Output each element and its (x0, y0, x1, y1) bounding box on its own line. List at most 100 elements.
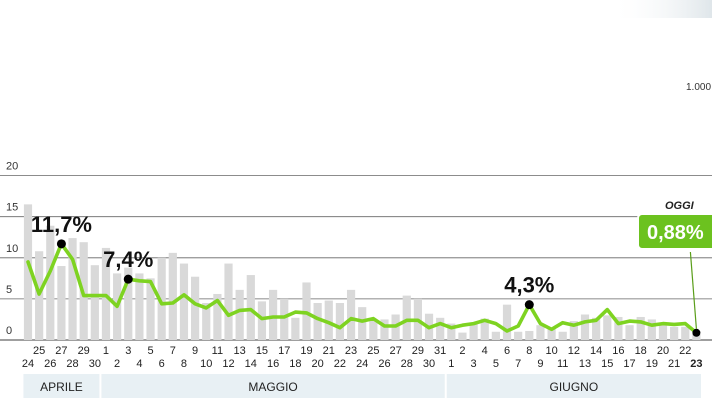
x-tick-label: 9 (192, 345, 198, 357)
x-axis-day-labels: 2425262728293012345678910111213141516171… (22, 345, 703, 370)
top-right-fade (610, 0, 712, 18)
bar (146, 278, 155, 340)
bar (536, 325, 545, 340)
y-tick-label: 15 (6, 202, 18, 214)
bar (202, 303, 211, 340)
x-tick-label: 2 (114, 358, 120, 370)
x-tick-label: 22 (679, 345, 691, 357)
bar (603, 315, 612, 340)
x-tick-label: 5 (147, 345, 153, 357)
x-tick-label: 3 (471, 358, 477, 370)
bar (469, 323, 478, 340)
annotations: 11,7% 7,4% 4,3% (31, 212, 554, 310)
x-tick-label: 8 (526, 345, 532, 357)
x-tick-label: 7 (170, 345, 176, 357)
annotation-dot (524, 300, 534, 310)
x-tick-label: 6 (159, 358, 165, 370)
annotation-dot (56, 239, 66, 249)
bar (23, 204, 33, 340)
x-tick-label: 9 (537, 358, 543, 370)
today-label: OGGI (665, 200, 695, 212)
bar (224, 263, 233, 340)
x-tick-label: 24 (22, 358, 34, 370)
x-tick-label: 1 (103, 345, 109, 357)
x-tick-label: 26 (44, 358, 56, 370)
bar (369, 319, 378, 340)
annotation-label: 11,7% (31, 212, 92, 237)
bar (525, 330, 534, 340)
month-label: APRILE (40, 380, 83, 394)
x-tick-label: 2 (459, 345, 465, 357)
bar (502, 304, 512, 340)
line-series (26, 242, 699, 335)
annotation-dot (123, 274, 133, 284)
x-tick-label: 7 (515, 358, 521, 370)
bar (614, 316, 623, 340)
x-tick-label: 4 (482, 345, 488, 357)
annotation-label: 4,3% (504, 273, 554, 298)
bar (346, 289, 356, 340)
x-tick-label: 20 (657, 345, 669, 357)
x-tick-label: 25 (33, 345, 45, 357)
bar (135, 273, 144, 340)
bar (280, 298, 289, 340)
bar (46, 225, 55, 340)
bar (335, 303, 345, 340)
bar (569, 321, 578, 340)
bar (625, 325, 634, 340)
month-label: MAGGIO (248, 380, 297, 394)
bar (514, 331, 523, 340)
x-tick-label: 26 (378, 358, 390, 370)
x-tick-label: 4 (136, 358, 142, 370)
x-tick-label: 28 (401, 358, 413, 370)
bar (670, 326, 679, 340)
x-tick-label: 15 (256, 345, 268, 357)
bar (268, 289, 278, 340)
today-badge (637, 213, 712, 250)
x-tick-label: 19 (300, 345, 312, 357)
bar (90, 265, 99, 340)
bar (246, 275, 255, 340)
x-tick-label: 22 (334, 358, 346, 370)
x-tick-label: 27 (55, 345, 67, 357)
y-tick-label: 20 (6, 161, 18, 173)
bar (592, 317, 601, 340)
bar (57, 266, 66, 340)
x-tick-label: 20 (312, 358, 324, 370)
today-value: 0,88% (647, 222, 704, 244)
bar (692, 334, 701, 340)
x-tick-label: 6 (504, 345, 510, 357)
x-tick-label: 25 (367, 345, 379, 357)
month-band (23, 374, 100, 398)
x-tick-label: 23 (345, 345, 357, 357)
x-tick-label: 31 (434, 345, 446, 357)
secondary-axis-ticks: 1.000 (686, 82, 711, 93)
bar (647, 319, 656, 340)
bar (491, 331, 500, 340)
x-tick-label: 13 (579, 358, 591, 370)
bar (235, 289, 244, 340)
x-tick-label: 10 (545, 345, 557, 357)
x-tick-label: 1 (448, 358, 454, 370)
today-leader (689, 251, 697, 329)
month-bands: APRILE MAGGIO GIUGNO (23, 374, 701, 398)
bar (191, 276, 200, 340)
x-tick-label: 29 (412, 345, 424, 357)
x-tick-label: 14 (245, 358, 257, 370)
x-tick-label: 18 (635, 345, 647, 357)
annotation-label: 7,4% (103, 247, 153, 272)
today-marker: OGGI 0,88% (637, 200, 712, 337)
x-tick-label: 30 (89, 358, 101, 370)
bar (458, 332, 467, 340)
x-tick-label: 29 (78, 345, 90, 357)
today-dot (692, 328, 701, 337)
x-tick-label: 16 (267, 358, 279, 370)
secondary-axis-tick-label: 1.000 (686, 82, 711, 93)
x-tick-label: 23 (690, 358, 702, 370)
bar (636, 316, 645, 340)
month-band (101, 374, 445, 398)
x-tick-label: 14 (590, 345, 602, 357)
bar (257, 301, 267, 340)
bar (358, 307, 367, 340)
